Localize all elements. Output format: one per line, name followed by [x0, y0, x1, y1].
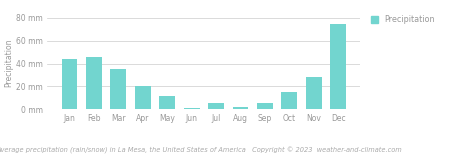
Bar [110, 69, 126, 109]
Bar [208, 103, 224, 109]
Bar [233, 107, 248, 109]
Bar [330, 24, 346, 109]
Bar [62, 59, 77, 109]
Legend: Precipitation: Precipitation [371, 15, 435, 24]
Bar [306, 77, 321, 109]
Text: Average precipitation (rain/snow) in La Mesa, the United States of America   Cop: Average precipitation (rain/snow) in La … [0, 147, 402, 154]
Bar [282, 92, 297, 109]
Y-axis label: Precipitation: Precipitation [4, 38, 13, 87]
Bar [135, 86, 151, 109]
Bar [159, 95, 175, 109]
Bar [184, 108, 200, 109]
Bar [86, 57, 102, 109]
Bar [257, 103, 273, 109]
